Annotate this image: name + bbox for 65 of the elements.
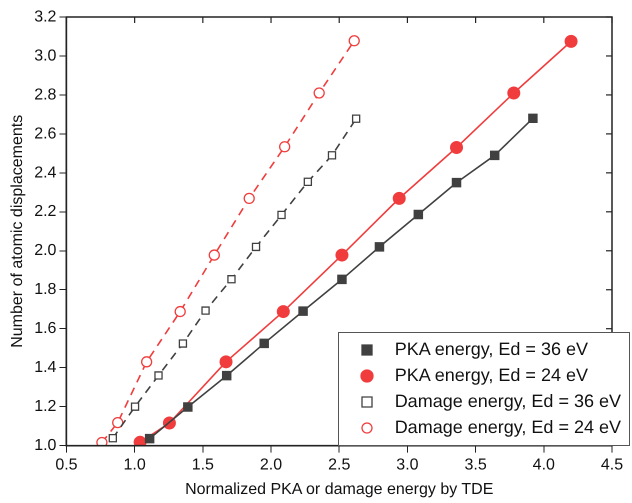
point xyxy=(201,306,210,315)
point xyxy=(490,150,500,160)
x-tick-label: 0.5 xyxy=(55,456,78,474)
y-tick-label: 1.0 xyxy=(34,437,57,454)
point xyxy=(227,275,236,284)
x-axis-title: Normalized PKA or damage energy by TDE xyxy=(185,480,494,498)
y-tick-label: 1.8 xyxy=(34,281,57,298)
x-tick-label: 4.0 xyxy=(532,456,556,474)
x-tick-label: 3.0 xyxy=(396,456,419,474)
point xyxy=(174,306,186,318)
legend-label: Damage energy, Ed = 24 eV xyxy=(394,417,621,438)
point xyxy=(450,141,464,154)
legend-label: PKA energy, Ed = 36 eV xyxy=(394,339,588,360)
point xyxy=(314,87,325,99)
point xyxy=(352,114,360,123)
point xyxy=(220,355,233,368)
point xyxy=(208,249,220,261)
x-tick-label: 3.5 xyxy=(464,456,487,474)
point xyxy=(298,306,308,316)
y-tick-label: 2.4 xyxy=(34,164,57,182)
x-tick-label: 1.5 xyxy=(192,456,214,474)
point xyxy=(507,86,520,100)
point xyxy=(335,248,348,262)
y-tick-label: 1.6 xyxy=(34,320,57,338)
point xyxy=(244,192,255,204)
point xyxy=(96,436,108,446)
point xyxy=(279,141,290,152)
point xyxy=(452,178,462,188)
y-tick-label: 1.4 xyxy=(34,359,57,376)
point xyxy=(108,434,117,442)
point xyxy=(140,356,152,368)
point xyxy=(154,371,163,380)
legend-label: Damage energy, Ed = 36 eV xyxy=(394,391,621,412)
point xyxy=(259,338,269,348)
point xyxy=(276,305,290,318)
point xyxy=(277,210,286,220)
point xyxy=(222,370,232,380)
point xyxy=(392,192,406,205)
legend-label: PKA energy, Ed = 24 eV xyxy=(394,365,588,386)
point xyxy=(130,402,140,411)
x-tick-label: 4.5 xyxy=(600,456,624,474)
x-tick-label: 1.0 xyxy=(124,456,146,474)
y-tick-label: 2.8 xyxy=(34,86,57,104)
point xyxy=(178,339,188,348)
y-tick-label: 2.0 xyxy=(34,242,57,260)
point xyxy=(112,416,124,428)
x-tick-label: 2.5 xyxy=(328,456,350,474)
point xyxy=(252,242,260,252)
point xyxy=(183,402,193,412)
point xyxy=(337,274,347,284)
y-tick-label: 3.0 xyxy=(34,47,57,64)
point xyxy=(144,434,154,444)
point xyxy=(348,35,360,46)
point xyxy=(414,210,424,220)
y-tick-label: 2.6 xyxy=(34,125,57,142)
point xyxy=(564,34,578,48)
point xyxy=(374,242,384,252)
point xyxy=(304,178,312,186)
x-tick-label: 2.0 xyxy=(260,456,282,474)
y-tick-label: 2.2 xyxy=(34,203,57,220)
point xyxy=(328,151,336,160)
point xyxy=(528,114,538,124)
y-tick-label: 1.2 xyxy=(34,398,57,416)
y-tick-label: 3.2 xyxy=(34,8,57,26)
y-axis-title: Number of atomic displacements xyxy=(9,114,26,348)
